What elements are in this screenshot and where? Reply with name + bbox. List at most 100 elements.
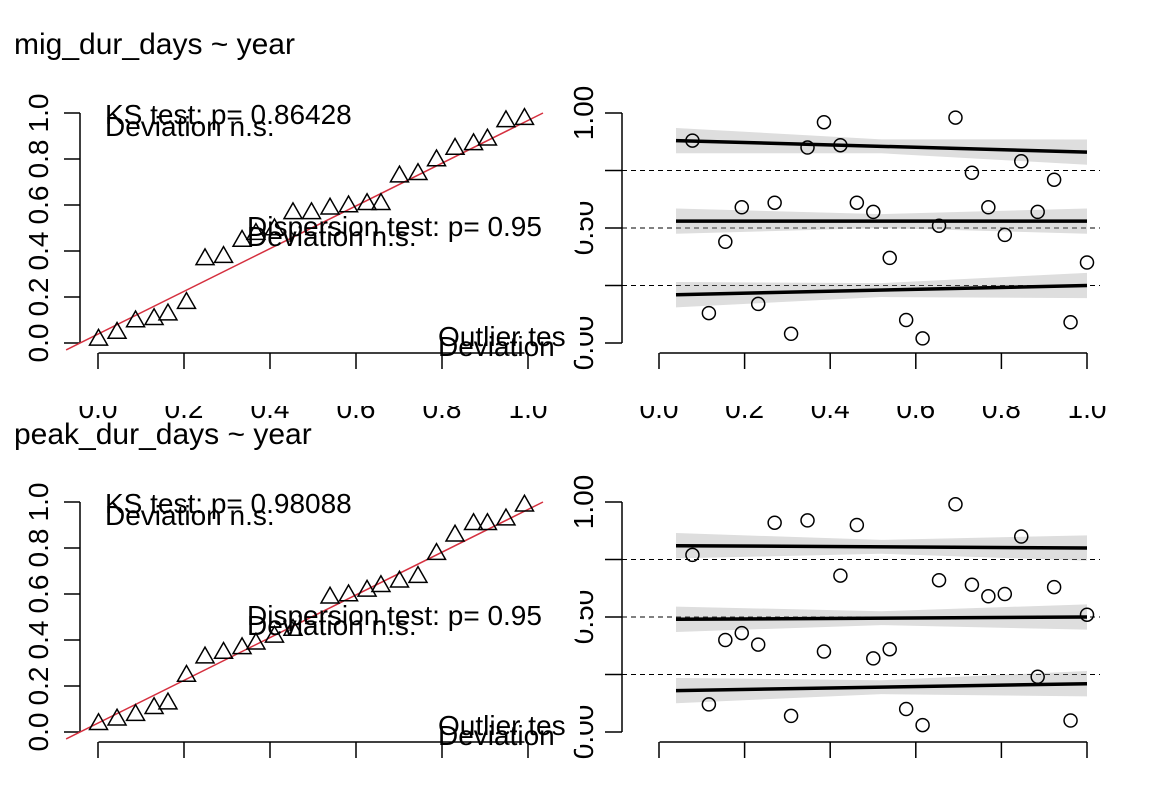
qq-1-right-crop [565,300,580,360]
qq-x-tick-label: 0.4 [251,393,290,424]
dispersion-deviation-label: Deviation n.s. [247,221,417,252]
qq-point [370,574,392,593]
qq-point [426,148,447,167]
ks-test-label: KS test: p= 0.86428 [105,99,352,130]
residual-point [964,165,980,181]
qq-point [125,703,146,722]
quantile-regression-line [675,138,1088,154]
qq-x-tick-label: 0.8 [423,393,462,424]
residual-point [767,515,782,530]
qq-point [176,291,197,310]
residual-point [1079,255,1095,270]
qq-point [495,507,517,526]
residual-point [767,195,782,210]
residual-point [1079,607,1095,622]
qq-point [514,493,535,512]
qq-point [88,712,109,731]
outlier-test-label: Outlier tes [438,710,566,741]
qq-point [245,222,267,241]
qq-point [231,228,253,247]
qq-point [264,624,285,643]
quantile-regression-line [675,543,1088,550]
qq-point [338,583,359,602]
panel-2-title: peak_dur_days ~ year [14,418,312,451]
qq-point [301,201,322,220]
qq-point [143,696,165,715]
residual-point [1030,204,1045,220]
residual-point [931,572,947,588]
residual-y-tick-label: 1.00 [568,475,599,530]
residual-point [718,234,733,250]
qq-point [157,691,179,710]
residual-x-tick-label: 0.0 [640,393,679,424]
qq-point [477,512,498,531]
residual-point [816,644,832,659]
qq-point [106,320,128,339]
qq-point [389,164,410,183]
residual-y-tick-label: 1.00 [568,86,599,141]
qq-point [407,162,429,181]
residual-point [685,133,700,148]
qq-point [407,565,429,584]
qq-point [282,617,304,636]
residual-point [833,137,848,153]
outlier-deviation-label: Deviation [438,331,555,362]
qq-y-tick-label: 0.6 [23,575,54,614]
outlier-deviation-label: Deviation [438,720,555,751]
residual-point [750,637,766,652]
residual-point [898,312,914,328]
qq-point [213,640,234,659]
residual-point [1030,669,1045,685]
residual-point [734,625,750,641]
dispersion-test-label: Dispersion test: p= 0.95 [247,211,542,242]
plot-panels: 0.0 0.2 0.4 0.6 0.8 1.0 0.0 0.2 0.4 0.6 0.8 1.0 KS t… [0,86,1152,806]
qq-y-tick-label: 0.0 [23,713,54,752]
residual-x-tick-label: 1.0 [1068,393,1107,424]
residual-point [898,701,914,717]
qq-plot-2: 0.00.20.40.60.81.00.00.20.40.60.81.0KS t… [23,483,566,806]
qq-point [370,192,392,211]
dispersion-test-label: Dispersion test: p= 0.95 [247,600,542,631]
residual-point [964,577,980,593]
qq-x-tick-label: 0.6 [337,393,376,424]
qq-1-right-crop-b [565,200,580,250]
panel-1-bottom-crop [0,398,1152,406]
residual-point [1013,529,1029,544]
residual-point [882,641,897,657]
residual-point [849,517,865,533]
qq-point [176,663,197,682]
qq-point [356,192,378,211]
qq-point [319,585,341,604]
qq-point [106,707,128,726]
residual-x-tick-label: 0.8 [982,393,1021,424]
panel-2-bottom-crop [0,787,1152,806]
residual-point [718,632,733,648]
residual-point [1063,713,1078,728]
qq-point [282,201,304,220]
qq-y-tick-label: 0.4 [23,232,54,271]
outlier-test-label: Outlier tes [438,321,566,352]
qq-y-tick-label: 1.0 [23,94,54,133]
qq-point [477,127,498,146]
residual-point [750,296,766,312]
qq-point [264,217,285,236]
qq-y-tick-label: 0.8 [23,529,54,568]
residual-point [685,547,700,563]
residual-point [1046,579,1062,595]
residual-point [833,568,848,583]
qq-point [338,194,359,213]
qq-point [143,307,165,326]
residual-point [915,717,930,733]
qq-point [231,636,253,655]
qq-y-tick-label: 0.2 [23,278,54,317]
qq-point [389,569,410,588]
residual-point [701,305,717,321]
residual-point [866,651,881,666]
qq-point [463,132,484,151]
residual-point [783,326,799,342]
qq-point [319,196,341,215]
ks-deviation-label: Deviation n.s. [105,111,275,142]
quantile-regression-line [675,681,1088,693]
qq-point [444,136,466,155]
